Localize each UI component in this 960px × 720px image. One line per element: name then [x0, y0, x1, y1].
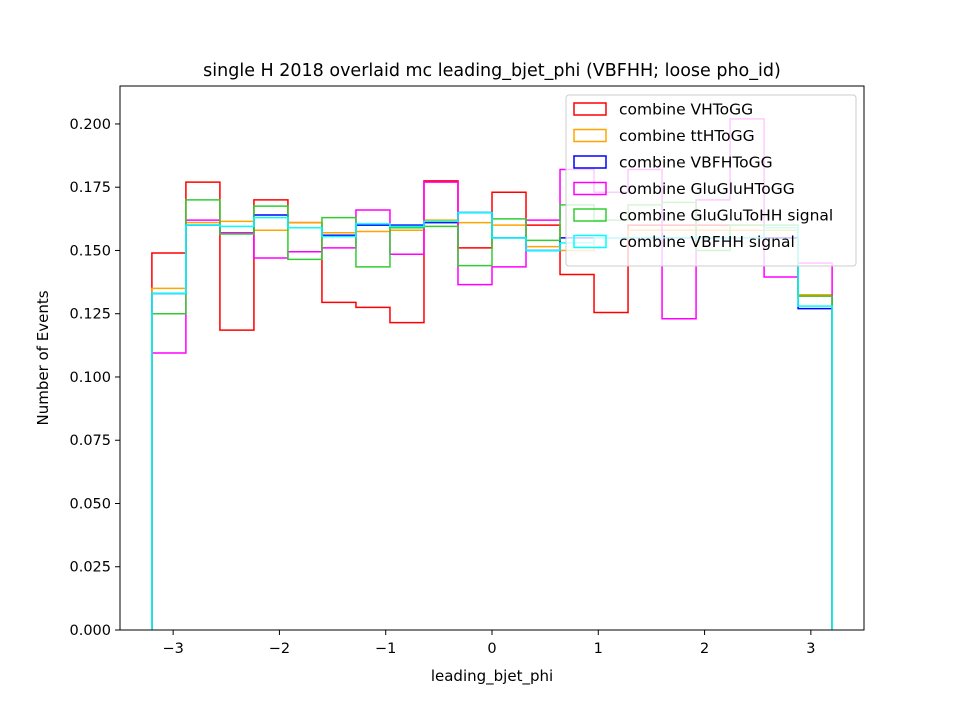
legend-swatch-1: [573, 102, 607, 116]
y-tick-label: 0.125: [69, 307, 111, 323]
legend-label-3: combine VBFHToGG: [619, 154, 773, 172]
legend-swatch-5: [573, 208, 607, 222]
legend-label-4: combine GluGluHToGG: [619, 180, 795, 198]
legend-label-1: combine VHToGG: [619, 101, 753, 119]
y-tick-label: 0.075: [69, 433, 111, 449]
x-tick-label: 2: [700, 641, 709, 657]
legend-swatch-4: [573, 181, 607, 196]
chart-title: single H 2018 overlaid mc leading_bjet_p…: [203, 61, 781, 81]
x-tick-label: −1: [375, 641, 396, 657]
legend-swatch-2: [573, 128, 607, 143]
legend: combine VHToGG combine ttHToGG combine VBF…: [565, 94, 857, 267]
x-tick-label: −3: [162, 641, 183, 657]
y-tick-label: 0.100: [69, 370, 111, 386]
x-tick-label: 0: [487, 641, 496, 657]
x-tick-label: 3: [806, 641, 815, 657]
y-tick-label: 0.050: [69, 496, 111, 512]
y-axis-label: Number of Events: [34, 290, 52, 425]
legend-box: [565, 94, 857, 267]
x-tick-label: 1: [594, 641, 603, 657]
x-tick-label: −2: [269, 641, 290, 657]
y-tick-label: 0.200: [69, 117, 111, 133]
y-tick-label: 0.000: [69, 623, 111, 639]
legend-label-2: combine ttHToGG: [619, 127, 755, 145]
y-tick-label: 0.150: [69, 243, 111, 259]
legend-swatch-3: [573, 155, 607, 169]
y-tick-label: 0.025: [69, 560, 111, 576]
legend-swatch-6: [573, 234, 607, 249]
x-axis: −3 −2 −1 0 1 2 3: [162, 630, 815, 657]
y-axis: 0.000 0.025 0.050 0.075 0.100 0.125 0.150 0.175…: [69, 117, 120, 639]
legend-label-6: combine VBFHH signal: [619, 233, 795, 251]
legend-label-5: combine GluGluToHH signal: [619, 207, 833, 225]
x-axis-label: leading_bjet_phi: [431, 667, 553, 686]
y-tick-label: 0.175: [69, 180, 111, 196]
